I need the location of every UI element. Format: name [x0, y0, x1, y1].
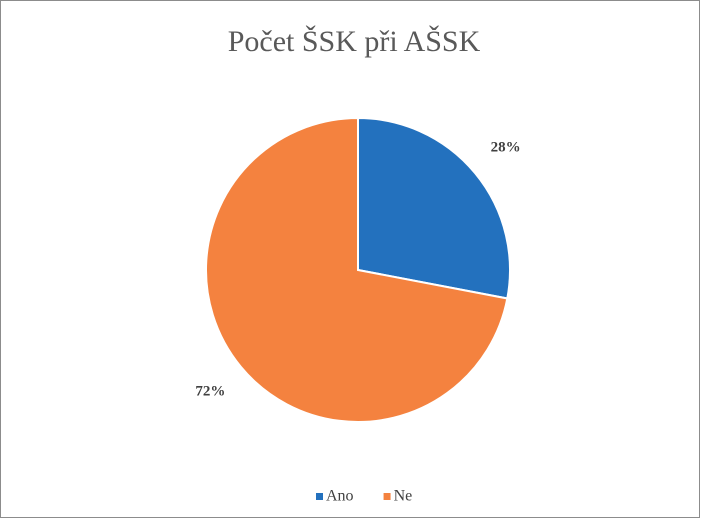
legend-swatch — [383, 493, 391, 500]
chart-title: Počet ŠSK při AŠSK — [228, 25, 481, 58]
pie-slice — [357, 116, 511, 300]
data-label: 72% — [195, 384, 225, 400]
legend-label: Ne — [394, 488, 413, 505]
data-label: 28% — [491, 139, 521, 155]
legend-swatch — [316, 493, 323, 500]
legend-label: Ano — [326, 488, 354, 505]
pie-slice — [205, 116, 509, 423]
